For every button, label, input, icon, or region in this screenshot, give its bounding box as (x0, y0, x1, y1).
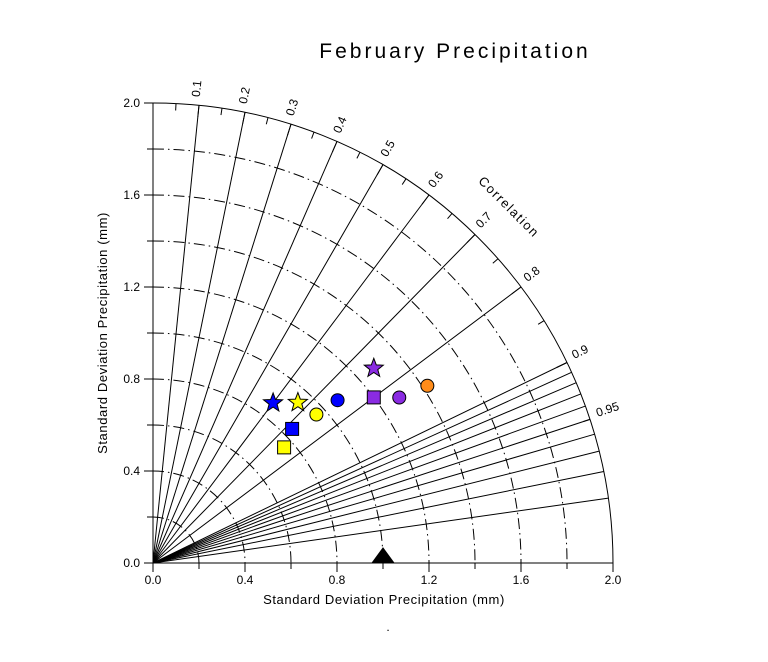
correlation-ray (152, 234, 476, 564)
correlation-arc-tick (376, 164, 384, 175)
correlation-tick-label: 0.7 (473, 209, 495, 231)
correlation-outer-arc (152, 102, 614, 564)
std-dev-arc (152, 378, 338, 564)
correlation-arc-tick (197, 105, 200, 117)
plot-area: 0.0 0.0 0.4 0.4 0.8 0.8 1.2 1.2 1.6 1.6 2.0 2.0 0.1 0… (123, 79, 621, 587)
y-axis-tick-label: 0.8 (123, 372, 140, 386)
y-axis-tick-label: 0.0 (123, 556, 140, 570)
x-axis-tick-label: 0.8 (329, 573, 346, 587)
correlation-arc-tick (421, 194, 430, 205)
x-axis-tick-label: 0.4 (237, 573, 254, 587)
marker-blue-square (285, 421, 300, 436)
y-axis-tick-label: 2.0 (123, 96, 140, 110)
marker-purple-circle (392, 390, 407, 405)
correlation-ray (152, 194, 430, 564)
marker-blue-circle (330, 393, 345, 408)
marker-orange-circle (420, 378, 435, 393)
correlation-arc-tick (511, 286, 522, 295)
correlation-arc-tick (492, 258, 499, 264)
correlation-ray (152, 418, 591, 564)
correlation-tick-label: 0.1 (189, 79, 205, 97)
stray-period-mark: . (386, 620, 389, 634)
correlation-tick-label: 0.95 (594, 399, 621, 420)
correlation-arc-tick (466, 234, 476, 244)
correlation-ray (152, 105, 200, 564)
marker-blue-star (262, 391, 284, 413)
correlation-ray (152, 124, 292, 564)
y-axis-tick-label: 0.4 (123, 464, 140, 478)
y-axis-tick-label: 1.2 (123, 280, 140, 294)
marker-reference-triangle (371, 547, 395, 564)
x-axis-tick-label: 1.2 (421, 573, 438, 587)
correlation-tick-label: 0.6 (425, 168, 446, 190)
std-dev-arc (152, 332, 384, 564)
correlation-ray (152, 497, 609, 564)
correlation-arc-tick (220, 108, 223, 116)
correlation-ray (152, 112, 246, 564)
correlation-ray (152, 450, 600, 564)
x-axis-tick-label: 0.0 (145, 573, 162, 587)
correlation-arc-tick (356, 151, 361, 159)
y-axis-title: Standard Deviation Precipitation (mm) (95, 212, 110, 454)
correlation-arc-tick (537, 320, 545, 325)
correlation-ray (152, 286, 522, 564)
correlation-tick-label: 0.2 (236, 86, 253, 105)
x-axis-title: Standard Deviation Precipitation (mm) (263, 592, 505, 607)
correlation-arc-tick (265, 117, 269, 125)
correlation-arc-tick (583, 418, 591, 422)
marker-yellow-star (286, 391, 309, 412)
correlation-arc-tick (331, 141, 338, 153)
marker-purple-square (366, 390, 381, 405)
correlation-ray (152, 382, 577, 564)
std-dev-arc (152, 194, 522, 564)
std-dev-arc (152, 470, 246, 564)
marker-purple-star (362, 356, 385, 378)
correlation-arc-tick (311, 131, 315, 139)
correlation-tick-label: 0.8 (521, 263, 543, 284)
correlation-ray (152, 164, 384, 564)
std-dev-arc (152, 424, 292, 564)
marker-yellow-circle (309, 407, 324, 422)
correlation-tick-label: 0.3 (283, 97, 301, 117)
std-dev-arc (152, 148, 568, 564)
correlation-ray (152, 362, 568, 564)
correlation-arc-tick (287, 124, 292, 136)
correlation-arc-tick (556, 362, 568, 368)
std-dev-arc (152, 240, 476, 564)
x-axis-tick-label: 2.0 (605, 573, 622, 587)
correlation-arc-tick (447, 213, 453, 219)
correlation-axis-label: Correlation (475, 173, 542, 240)
marker-yellow-square (277, 440, 292, 455)
correlation-tick-label: 0.4 (330, 114, 350, 135)
correlation-ray (152, 393, 581, 564)
correlation-ray (152, 141, 338, 564)
correlation-ray (152, 405, 586, 564)
correlation-tick-label: 0.9 (569, 342, 590, 362)
correlation-ray (152, 433, 595, 564)
correlation-tick-label: 0.5 (377, 137, 398, 159)
correlation-ray (152, 371, 572, 564)
x-axis-tick-label: 1.6 (513, 573, 530, 587)
std-dev-arc (152, 286, 430, 564)
y-axis-tick-label: 1.6 (123, 188, 140, 202)
correlation-ray (152, 470, 604, 564)
chart-title: February Precipitation (319, 40, 590, 63)
correlation-arc-tick (401, 178, 407, 185)
correlation-arc-tick (242, 112, 246, 124)
